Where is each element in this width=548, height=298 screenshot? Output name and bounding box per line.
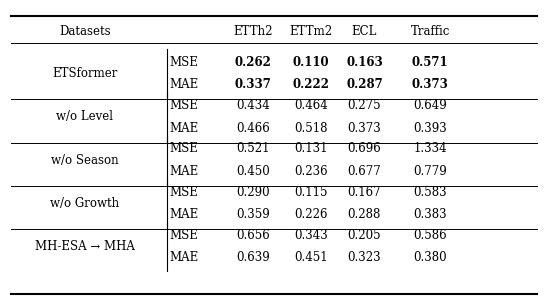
Text: 1.334: 1.334	[413, 142, 447, 156]
Text: 0.434: 0.434	[236, 99, 270, 112]
Text: 0.323: 0.323	[347, 251, 381, 264]
Text: 0.236: 0.236	[294, 165, 328, 178]
Text: 0.586: 0.586	[413, 229, 447, 242]
Text: 0.262: 0.262	[235, 56, 272, 69]
Text: 0.393: 0.393	[413, 122, 447, 135]
Text: 0.466: 0.466	[236, 122, 270, 135]
Text: 0.571: 0.571	[412, 56, 448, 69]
Text: 0.380: 0.380	[413, 251, 447, 264]
Text: 0.226: 0.226	[294, 208, 328, 221]
Text: 0.656: 0.656	[236, 229, 270, 242]
Text: 0.275: 0.275	[347, 99, 381, 112]
Text: MSE: MSE	[169, 186, 198, 199]
Text: 0.163: 0.163	[346, 56, 383, 69]
Text: 0.337: 0.337	[235, 78, 272, 91]
Text: 0.359: 0.359	[236, 208, 270, 221]
Text: ECL: ECL	[352, 25, 377, 38]
Text: w/o Season: w/o Season	[51, 154, 119, 167]
Text: 0.518: 0.518	[294, 122, 328, 135]
Text: 0.222: 0.222	[292, 78, 329, 91]
Text: 0.343: 0.343	[294, 229, 328, 242]
Text: 0.373: 0.373	[347, 122, 381, 135]
Text: 0.373: 0.373	[412, 78, 449, 91]
Text: 0.583: 0.583	[413, 186, 447, 199]
Text: 0.205: 0.205	[347, 229, 381, 242]
Text: ETTm2: ETTm2	[289, 25, 332, 38]
Text: 0.521: 0.521	[236, 142, 270, 156]
Text: MAE: MAE	[169, 251, 198, 264]
Text: 0.131: 0.131	[294, 142, 328, 156]
Text: MAE: MAE	[169, 208, 198, 221]
Text: ETSformer: ETSformer	[52, 67, 118, 80]
Text: ETTh2: ETTh2	[233, 25, 273, 38]
Text: MSE: MSE	[169, 142, 198, 156]
Text: 0.677: 0.677	[347, 165, 381, 178]
Text: 0.287: 0.287	[346, 78, 383, 91]
Text: 0.451: 0.451	[294, 251, 328, 264]
Text: 0.649: 0.649	[413, 99, 447, 112]
Text: Traffic: Traffic	[410, 25, 450, 38]
Text: MAE: MAE	[169, 165, 198, 178]
Text: 0.167: 0.167	[347, 186, 381, 199]
Text: 0.450: 0.450	[236, 165, 270, 178]
Text: MAE: MAE	[169, 122, 198, 135]
Text: 0.639: 0.639	[236, 251, 270, 264]
Text: MSE: MSE	[169, 56, 198, 69]
Text: MAE: MAE	[169, 78, 198, 91]
Text: 0.110: 0.110	[293, 56, 329, 69]
Text: 0.288: 0.288	[348, 208, 381, 221]
Text: 0.383: 0.383	[413, 208, 447, 221]
Text: 0.115: 0.115	[294, 186, 328, 199]
Text: Datasets: Datasets	[59, 25, 111, 38]
Text: MSE: MSE	[169, 99, 198, 112]
Text: MH-ESA → MHA: MH-ESA → MHA	[35, 240, 135, 253]
Text: 0.779: 0.779	[413, 165, 447, 178]
Text: 0.464: 0.464	[294, 99, 328, 112]
Text: MSE: MSE	[169, 229, 198, 242]
Text: w/o Growth: w/o Growth	[50, 197, 119, 210]
Text: w/o Level: w/o Level	[56, 111, 113, 123]
Text: 0.696: 0.696	[347, 142, 381, 156]
Text: 0.290: 0.290	[236, 186, 270, 199]
